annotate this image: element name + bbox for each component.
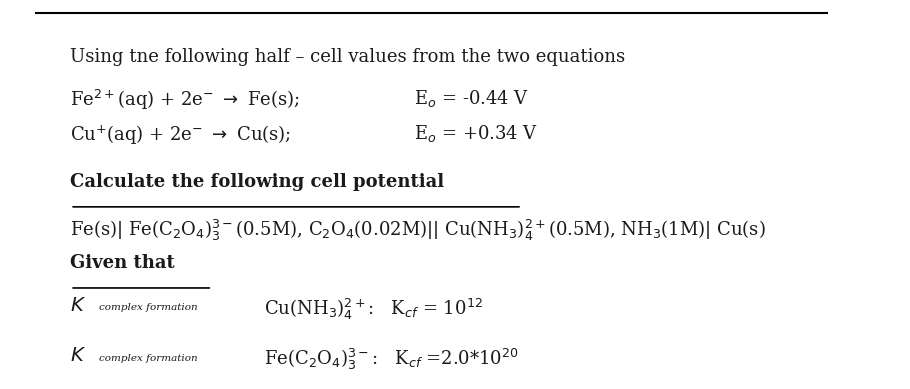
Text: E$_o$ = +0.34 V: E$_o$ = +0.34 V [414, 123, 539, 144]
Text: $K$: $K$ [70, 347, 86, 365]
Text: Fe$^{2+}$(aq) + 2e$^{-}$ $\rightarrow$ Fe(s);: Fe$^{2+}$(aq) + 2e$^{-}$ $\rightarrow$ F… [70, 88, 300, 112]
Text: $K$: $K$ [70, 297, 86, 315]
Text: Cu$^{+}$(aq) + 2e$^{-}$ $\rightarrow$ Cu(s);: Cu$^{+}$(aq) + 2e$^{-}$ $\rightarrow$ Cu… [70, 123, 291, 146]
Text: complex formation: complex formation [98, 354, 197, 363]
Text: E$_o$ = -0.44 V: E$_o$ = -0.44 V [414, 88, 530, 109]
Text: Cu(NH$_3$)$_4^{2+}$:   K$_{cf}$ = 10$^{12}$: Cu(NH$_3$)$_4^{2+}$: K$_{cf}$ = 10$^{12}… [264, 297, 482, 322]
Text: Given that: Given that [70, 254, 175, 272]
Text: Fe(C$_2$O$_4$)$_3^{3-}$:   K$_{cf}$ =2.0*10$^{20}$: Fe(C$_2$O$_4$)$_3^{3-}$: K$_{cf}$ =2.0*1… [264, 347, 519, 372]
Text: complex formation: complex formation [98, 303, 197, 312]
Text: Calculate the following cell potential: Calculate the following cell potential [70, 173, 444, 191]
Text: Fe(s)$|$ Fe(C$_2$O$_4$)$_3^{3-}$(0.5M), C$_2$O$_4$(0.02M)$||$ Cu(NH$_3$)$_4^{2+}: Fe(s)$|$ Fe(C$_2$O$_4$)$_3^{3-}$(0.5M), … [70, 218, 766, 243]
Text: Using tne following half – cell values from the two equations: Using tne following half – cell values f… [70, 48, 625, 66]
